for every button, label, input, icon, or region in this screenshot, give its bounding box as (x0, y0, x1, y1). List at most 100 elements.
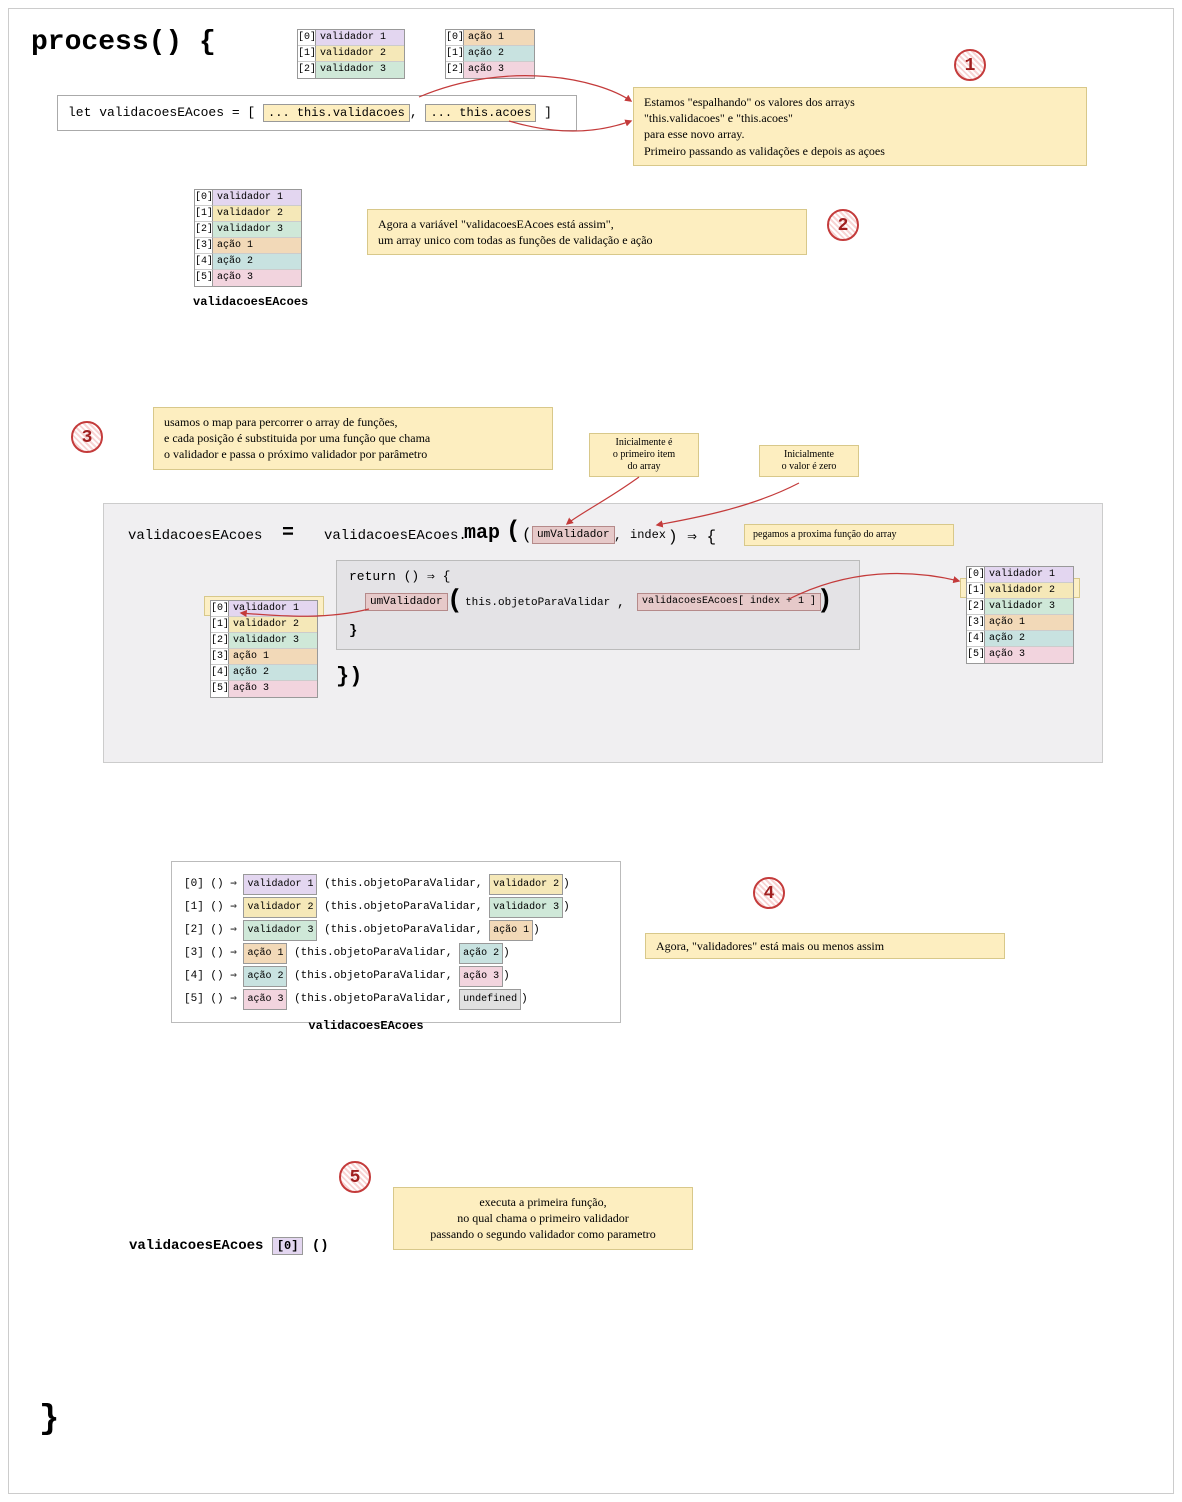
array-idx: [4] (211, 665, 229, 681)
map-rhs-pre: validacoesEAcoes. (324, 528, 467, 544)
note-1: Estamos "espalhando" os valores dos arra… (633, 87, 1087, 166)
step-badge-5: 5 (339, 1161, 371, 1193)
result-line: [5] () ⇒ ação 3 (this.objetoParaValidar,… (184, 989, 608, 1010)
call-comma: , (617, 595, 625, 610)
note-init-param: Inicialmente éo primeiro itemdo array (589, 433, 699, 477)
code-text: ] (536, 105, 552, 120)
array-cell: ação 3 (464, 62, 534, 78)
result-line: [3] () ⇒ ação 1 (this.objetoParaValidar,… (184, 943, 608, 964)
acoes-array: [0]ação 1[1]ação 2[2]ação 3 (445, 29, 535, 79)
array-idx: [5] (211, 681, 229, 697)
return-line: return () ⇒ { (349, 569, 450, 584)
code-text: () ⇒ (204, 993, 244, 1005)
array-row: [1]validador 2 (211, 617, 317, 633)
note-5: executa a primeira função,no qual chama … (393, 1187, 693, 1250)
array-row: [2]validador 3 (195, 222, 301, 238)
array-row: [0]validador 1 (195, 190, 301, 206)
array-cell: validador 1 (316, 30, 404, 46)
result-idx: [2] (184, 924, 204, 936)
array-row: [2]validador 3 (211, 633, 317, 649)
result-idx: [5] (184, 993, 204, 1005)
array-row: [1]validador 2 (967, 583, 1073, 599)
array-row: [5]ação 3 (967, 647, 1073, 663)
array-row: [1]validador 2 (298, 46, 404, 62)
array-cell: ação 3 (985, 647, 1073, 663)
result-fn: validador 2 (243, 897, 317, 918)
array-row: [5]ação 3 (195, 270, 301, 286)
array-cell: ação 1 (464, 30, 534, 46)
code-text: (this.objetoParaValidar, (287, 993, 459, 1005)
code-text: index + 1 (744, 596, 810, 607)
code-text: (this.objetoParaValidar, (317, 878, 489, 890)
step-badge-2: 2 (827, 209, 859, 241)
array-cell: ação 1 (985, 615, 1073, 631)
code-text: () ⇒ (204, 878, 244, 890)
array-cell: validador 1 (229, 601, 317, 617)
array-cell: validador 2 (229, 617, 317, 633)
step-badge-3: 3 (71, 421, 103, 453)
call-arg2: validacoesEAcoes[ index + 1 ] (637, 593, 821, 611)
array-cell: ação 1 (213, 238, 301, 254)
array-cell: ação 2 (229, 665, 317, 681)
array-cell: ação 2 (464, 46, 534, 62)
array-row: [4]ação 2 (211, 665, 317, 681)
result-label: validacoesEAcoes (291, 1019, 441, 1033)
note-pegamos: pegamos a proxima função do array (744, 524, 954, 546)
array-cell: ação 2 (213, 254, 301, 270)
array-idx: [2] (967, 599, 985, 615)
array-idx: [1] (446, 46, 464, 62)
array-row: [3]ação 1 (211, 649, 317, 665)
array-cell: validador 2 (316, 46, 404, 62)
array-idx: [0] (195, 190, 213, 206)
result-idx: [4] (184, 970, 204, 982)
close-outer: }) (336, 664, 362, 689)
bottom-call-idx: [0] (272, 1237, 304, 1255)
array-idx: [2] (195, 222, 213, 238)
code-text: validacoesEAcoes[ (642, 596, 744, 607)
result-next: ação 3 (459, 966, 503, 987)
array-idx: [1] (195, 206, 213, 222)
code-text: validacoesEAcoes (129, 1238, 272, 1254)
code-text: () ⇒ (204, 901, 244, 913)
result-fn: ação 3 (243, 989, 287, 1010)
result-next: validador 2 (489, 874, 563, 895)
inner-return-panel: return () ⇒ { umValidador ( this.objetoP… (336, 560, 860, 650)
array-idx: [3] (195, 238, 213, 254)
spread-acoes: ... this.acoes (425, 104, 536, 122)
array-idx: [2] (298, 62, 316, 78)
result-idx: [3] (184, 947, 204, 959)
eq-sign: = (282, 522, 294, 545)
combined-array-1: [0]validador 1[1]validador 2[2]validador… (194, 189, 302, 287)
code-text: ) (533, 924, 540, 936)
call-paren-close: ) (817, 585, 833, 615)
code-text: () ⇒ (204, 924, 244, 936)
map-lhs: validacoesEAcoes (128, 528, 262, 544)
diagram-page: process() { [0]validador 1[1]validador 2… (8, 8, 1174, 1494)
code-text: , (410, 105, 426, 120)
result-next: validador 3 (489, 897, 563, 918)
array-cell: ação 1 (229, 649, 317, 665)
result-idx: [0] (184, 878, 204, 890)
validadores-array: [0]validador 1[1]validador 2[2]validador… (297, 29, 405, 79)
paren-inner-open: ( (522, 526, 532, 544)
array-row: [2]validador 3 (967, 599, 1073, 615)
paren-open: ( (506, 518, 520, 545)
code-text: ) (563, 901, 570, 913)
result-fn: ação 1 (243, 943, 287, 964)
code-text: () (303, 1238, 328, 1254)
code-text: let validacoesEAcoes = [ (68, 105, 263, 120)
array-row: [1]ação 2 (446, 46, 534, 62)
spread-validacoes: ... this.validacoes (263, 104, 410, 122)
code-text: ) (503, 947, 510, 959)
array-idx: [5] (195, 270, 213, 286)
code-text: () ⇒ (204, 947, 244, 959)
array-row: [0]ação 1 (446, 30, 534, 46)
combined-array-left: [0]validador 1[1]validador 2[2]validador… (210, 600, 318, 698)
array-row: [5]ação 3 (211, 681, 317, 697)
array-row: [1]validador 2 (195, 206, 301, 222)
code-text: ] (810, 596, 816, 607)
array-cell: validador 3 (213, 222, 301, 238)
array-idx: [0] (967, 567, 985, 583)
param-umvalidador: umValidador (532, 526, 615, 544)
array-row: [4]ação 2 (967, 631, 1073, 647)
